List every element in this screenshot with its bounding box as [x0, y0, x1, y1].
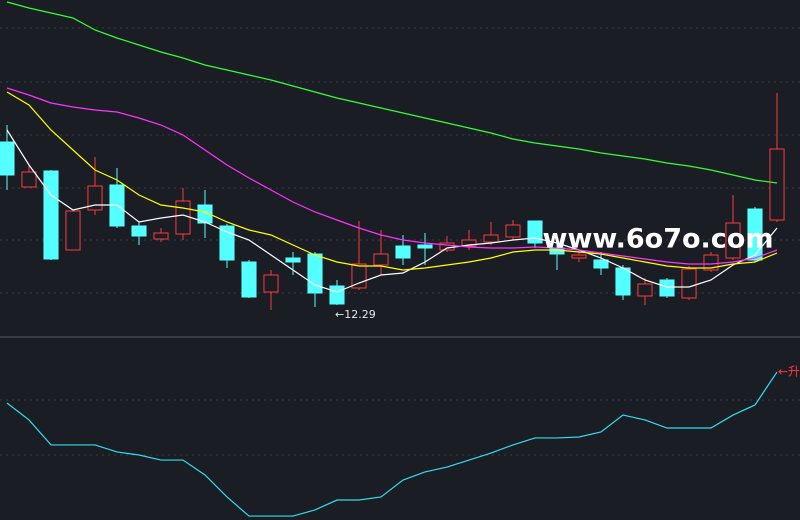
candle-body	[65, 210, 81, 251]
candle-body	[747, 208, 763, 261]
indicator-line	[6, 87, 778, 265]
candle-body	[681, 268, 697, 299]
candle-body	[659, 279, 675, 297]
indicator-line	[6, 1, 778, 184]
candle-body	[241, 261, 257, 298]
watermark: www.6o7o.com	[543, 224, 774, 255]
candle-body	[615, 267, 631, 296]
candle-body	[87, 185, 103, 211]
indicator-annotation: ←升	[778, 365, 800, 379]
candle-body	[417, 244, 433, 249]
candle-body	[131, 225, 147, 237]
candle-body	[395, 245, 411, 259]
candle-body	[329, 285, 345, 305]
candle-body	[263, 274, 279, 293]
candle-body	[0, 141, 15, 176]
candle-body	[637, 283, 653, 297]
candle-body	[219, 225, 235, 261]
candle-body	[197, 204, 213, 224]
candle-body	[571, 254, 587, 259]
candle-body	[21, 171, 37, 188]
candle-body	[769, 148, 785, 221]
candle-body	[527, 220, 543, 244]
candle-body	[153, 232, 169, 240]
candle-body	[505, 224, 521, 238]
candle-body	[175, 200, 191, 235]
candle-body	[461, 239, 477, 247]
indicator-line	[6, 91, 778, 271]
candle-body	[43, 170, 59, 260]
candle-body	[373, 253, 389, 266]
candle-body	[725, 222, 741, 259]
low-price-label: ←12.29	[335, 308, 376, 321]
indicator-line	[6, 129, 778, 293]
indicator-line	[6, 371, 778, 517]
candle-body	[483, 234, 499, 243]
candle-body	[703, 254, 719, 271]
candle-body	[285, 257, 301, 263]
candle-body	[593, 259, 609, 269]
